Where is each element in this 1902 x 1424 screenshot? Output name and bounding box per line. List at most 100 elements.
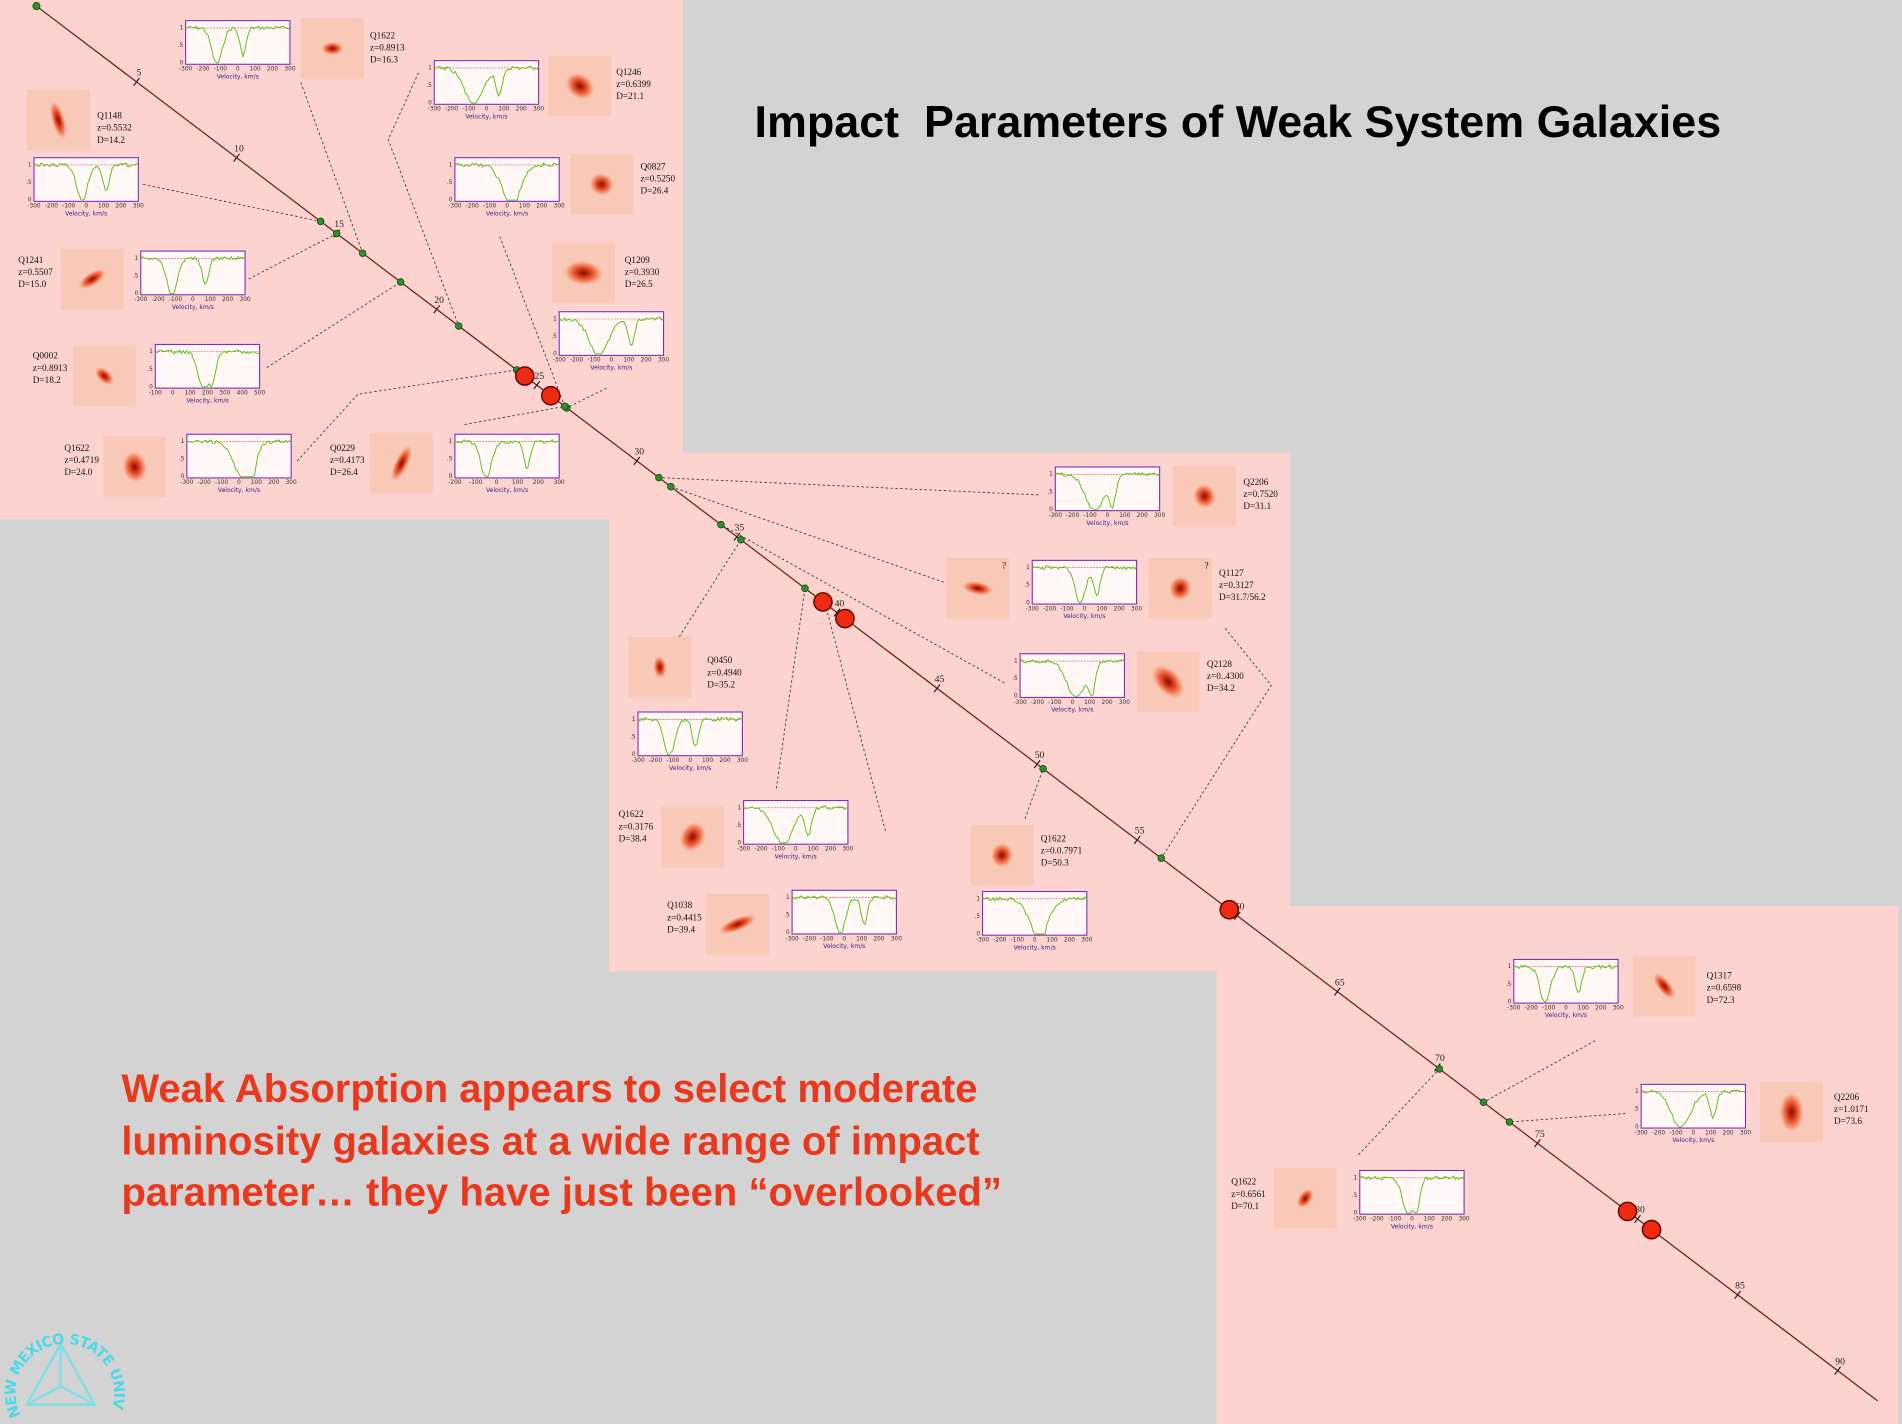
spectrum-frame xyxy=(1513,958,1619,1004)
spectrum-y-label: .5 xyxy=(630,734,636,740)
spectrum-x-label: 300 xyxy=(891,936,902,942)
galaxy-d: D=16.3 xyxy=(370,55,398,65)
spectrum-y-label: 1 xyxy=(149,349,153,355)
galaxy-z: z=0.6598 xyxy=(1707,983,1742,993)
spectrum-x-label: 200 xyxy=(222,297,233,303)
spectrum-line xyxy=(186,439,292,478)
spectrum-x-label: -200 xyxy=(45,204,58,210)
spectrum-x-label: -200 xyxy=(1371,1217,1384,1223)
spectrum-x-label: -300 xyxy=(1049,513,1062,519)
caption-line: parameter… they have just been “overlook… xyxy=(121,1170,1002,1214)
galaxy-name: Q1241 xyxy=(18,255,43,265)
connector xyxy=(1483,1040,1596,1103)
axis-tick xyxy=(933,684,941,693)
spectrum-x-label: 300 xyxy=(219,390,230,396)
spectrum-x-label: 0 xyxy=(485,107,489,113)
axis-tick-label: 70 xyxy=(1435,1053,1445,1064)
spectrum-y-label: .5 xyxy=(1633,1107,1639,1113)
galaxy-blob xyxy=(564,71,596,101)
spectrum-x-label: 100 xyxy=(205,297,216,303)
axis-tick xyxy=(1634,1214,1641,1224)
spectrum-x-label: -300 xyxy=(1026,606,1039,612)
galaxy-dot xyxy=(717,520,725,529)
galaxy-d: D=73.6 xyxy=(1834,1116,1862,1126)
galaxy-blob xyxy=(652,655,668,680)
strong-absorber xyxy=(1219,899,1240,920)
spectrum-y-label: 1 xyxy=(737,805,741,811)
galaxy-blob xyxy=(717,913,758,935)
caption-line: Weak Absorption appears to select modera… xyxy=(121,1067,977,1111)
galaxy-d: D=26.5 xyxy=(625,279,653,289)
galaxy-dot xyxy=(1039,764,1047,773)
spectrum-x-label: -100 xyxy=(1542,1005,1555,1011)
spectrum-y-label: 0 xyxy=(553,352,557,358)
spectrum-x-label: -300 xyxy=(428,107,441,113)
spectrum-x-label: 200 xyxy=(115,204,126,210)
spectrum-x-label: 100 xyxy=(1578,1005,1589,1011)
spectrum-x-label: 300 xyxy=(240,297,251,303)
spectrum-x-label: -100 xyxy=(214,67,227,73)
connector xyxy=(1358,1068,1440,1156)
spectrum-x-label: -300 xyxy=(631,758,644,764)
galaxy-z: z=0.8913 xyxy=(33,363,68,373)
axis-tick-label: 50 xyxy=(1035,750,1045,761)
spectrum-x-label: 0 xyxy=(842,936,846,942)
spectrum-x-label: 100 xyxy=(185,390,196,396)
spectrum-x-label: 300 xyxy=(286,480,297,486)
spectrum-x-label: 300 xyxy=(1459,1217,1470,1223)
spectrum-x-label: -200 xyxy=(1525,1005,1538,1011)
galaxy-name: Q1148 xyxy=(97,111,122,121)
spectrum-frame xyxy=(140,250,246,296)
galaxy-name: Q0450 xyxy=(707,655,732,665)
spectrum-x-label: 0 xyxy=(1070,700,1074,706)
spectrum-x-label: 0 xyxy=(171,390,175,396)
spectrum-y-label: .5 xyxy=(178,43,184,49)
axis-tick-label: 30 xyxy=(634,447,644,458)
galaxy-dot xyxy=(1157,854,1165,862)
spectrum-y-label: 0 xyxy=(786,930,790,936)
spectrum-y-label: 1 xyxy=(976,896,980,902)
spectrum-x-label: 300 xyxy=(1740,1130,1751,1136)
spectrum-y-label: 0 xyxy=(1014,694,1018,700)
spectrum-x-label: -100 xyxy=(169,297,182,303)
spectrum-x-label: -300 xyxy=(976,938,989,944)
spectrum-y-label: .5 xyxy=(26,180,32,186)
galaxy-dot xyxy=(396,278,405,286)
spectrum-y-label: .5 xyxy=(1047,489,1053,495)
spectrum-x-label: 100 xyxy=(1084,700,1095,706)
galaxy-blob xyxy=(561,259,606,287)
spectrum-y-label: .5 xyxy=(147,367,153,373)
spectrum-x-label: -300 xyxy=(786,936,799,942)
galaxy-blob xyxy=(678,820,708,854)
spectrum-x-label: 300 xyxy=(554,204,565,210)
galaxy-blob xyxy=(1778,1090,1805,1135)
spectrum-axis-label: Velocity, km/s xyxy=(218,487,260,494)
spectrum-x-label: -200 xyxy=(803,936,816,942)
spectrum-x-label: -100 xyxy=(1048,700,1061,706)
spectrum-axis-label: Velocity, km/s xyxy=(823,943,865,950)
galaxy-d: D=26.4 xyxy=(330,467,358,477)
connector xyxy=(824,603,886,831)
galaxy-name: Q0229 xyxy=(330,443,355,453)
spectrum-x-label: 300 xyxy=(1613,1005,1624,1011)
spectrum-x-label: 200 xyxy=(1723,1130,1734,1136)
galaxy-name: Q2206 xyxy=(1834,1092,1859,1102)
spectrum-x-label: -100 xyxy=(1388,1217,1401,1223)
spectrum-x-label: 200 xyxy=(873,936,884,942)
galaxy-d: D=21.1 xyxy=(616,91,644,101)
spectrum-line xyxy=(1359,1175,1465,1214)
galaxy-z: z=0.3930 xyxy=(625,267,660,277)
spectrum-axis-label: Velocity, km/s xyxy=(1086,520,1128,527)
spectrum-x-label: 300 xyxy=(533,107,544,113)
galaxy-d: D=38.4 xyxy=(619,833,647,843)
spectrum-y-label: .5 xyxy=(784,913,790,919)
spectrum-y-label: .5 xyxy=(179,457,185,463)
spectrum-y-label: .5 xyxy=(1012,676,1018,682)
spectrum-x-label: -200 xyxy=(196,67,209,73)
spectrum-axis-label: Velocity, km/s xyxy=(486,487,528,494)
spectrum-y-label: .5 xyxy=(736,823,742,829)
galaxy-z: z=0.5250 xyxy=(640,174,675,184)
galaxy-blob xyxy=(1652,972,1677,1001)
spectrum-x-label: -100 xyxy=(215,480,228,486)
spectrum-x-label: 200 xyxy=(1595,1005,1606,1011)
